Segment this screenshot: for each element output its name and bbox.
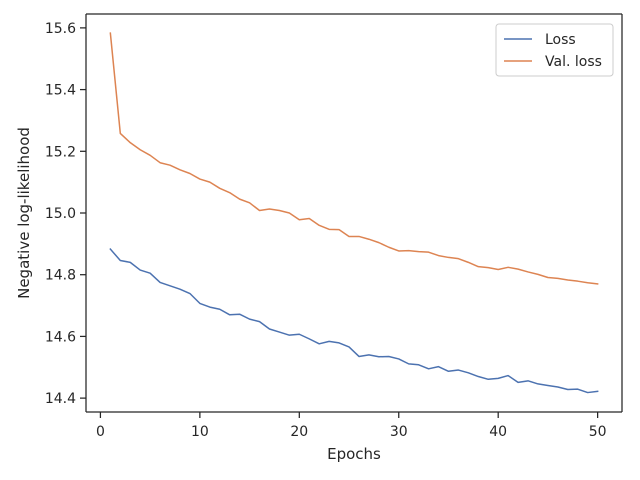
legend-box (495, 23, 614, 77)
x-tick-label: 20 (290, 424, 308, 440)
legend-label-loss: Loss (545, 32, 576, 48)
legend-label-val-loss: Val. loss (545, 54, 602, 70)
x-tick-label: 50 (589, 424, 607, 440)
x-tick-label: 40 (489, 424, 507, 440)
ticks-layer: 0 10 20 30 40 50 14.4 14.6 14.8 15.0 15.2 15.4 15.6 (45, 21, 607, 440)
x-tick-label: 10 (191, 424, 209, 440)
y-tick-label: 14.6 (45, 329, 76, 345)
legend: Loss Val. loss (495, 23, 614, 77)
plot-area (86, 14, 622, 412)
x-tick-label: 30 (390, 424, 408, 440)
y-axis-label: Negative log-likelihood (15, 127, 33, 299)
y-tick-label: 15.2 (45, 144, 76, 160)
x-axis-label: Epochs (327, 445, 381, 463)
x-tick-label: 0 (96, 424, 105, 440)
y-tick-label: 15.0 (45, 206, 76, 222)
series-line-val-loss (109, 32, 599, 285)
y-tick-label: 15.6 (45, 21, 76, 37)
series-line-loss (109, 248, 599, 394)
y-tick-label: 14.8 (45, 268, 76, 284)
series-layer (109, 32, 599, 394)
y-tick-label: 14.4 (45, 391, 76, 407)
y-tick-label: 15.4 (45, 83, 76, 99)
